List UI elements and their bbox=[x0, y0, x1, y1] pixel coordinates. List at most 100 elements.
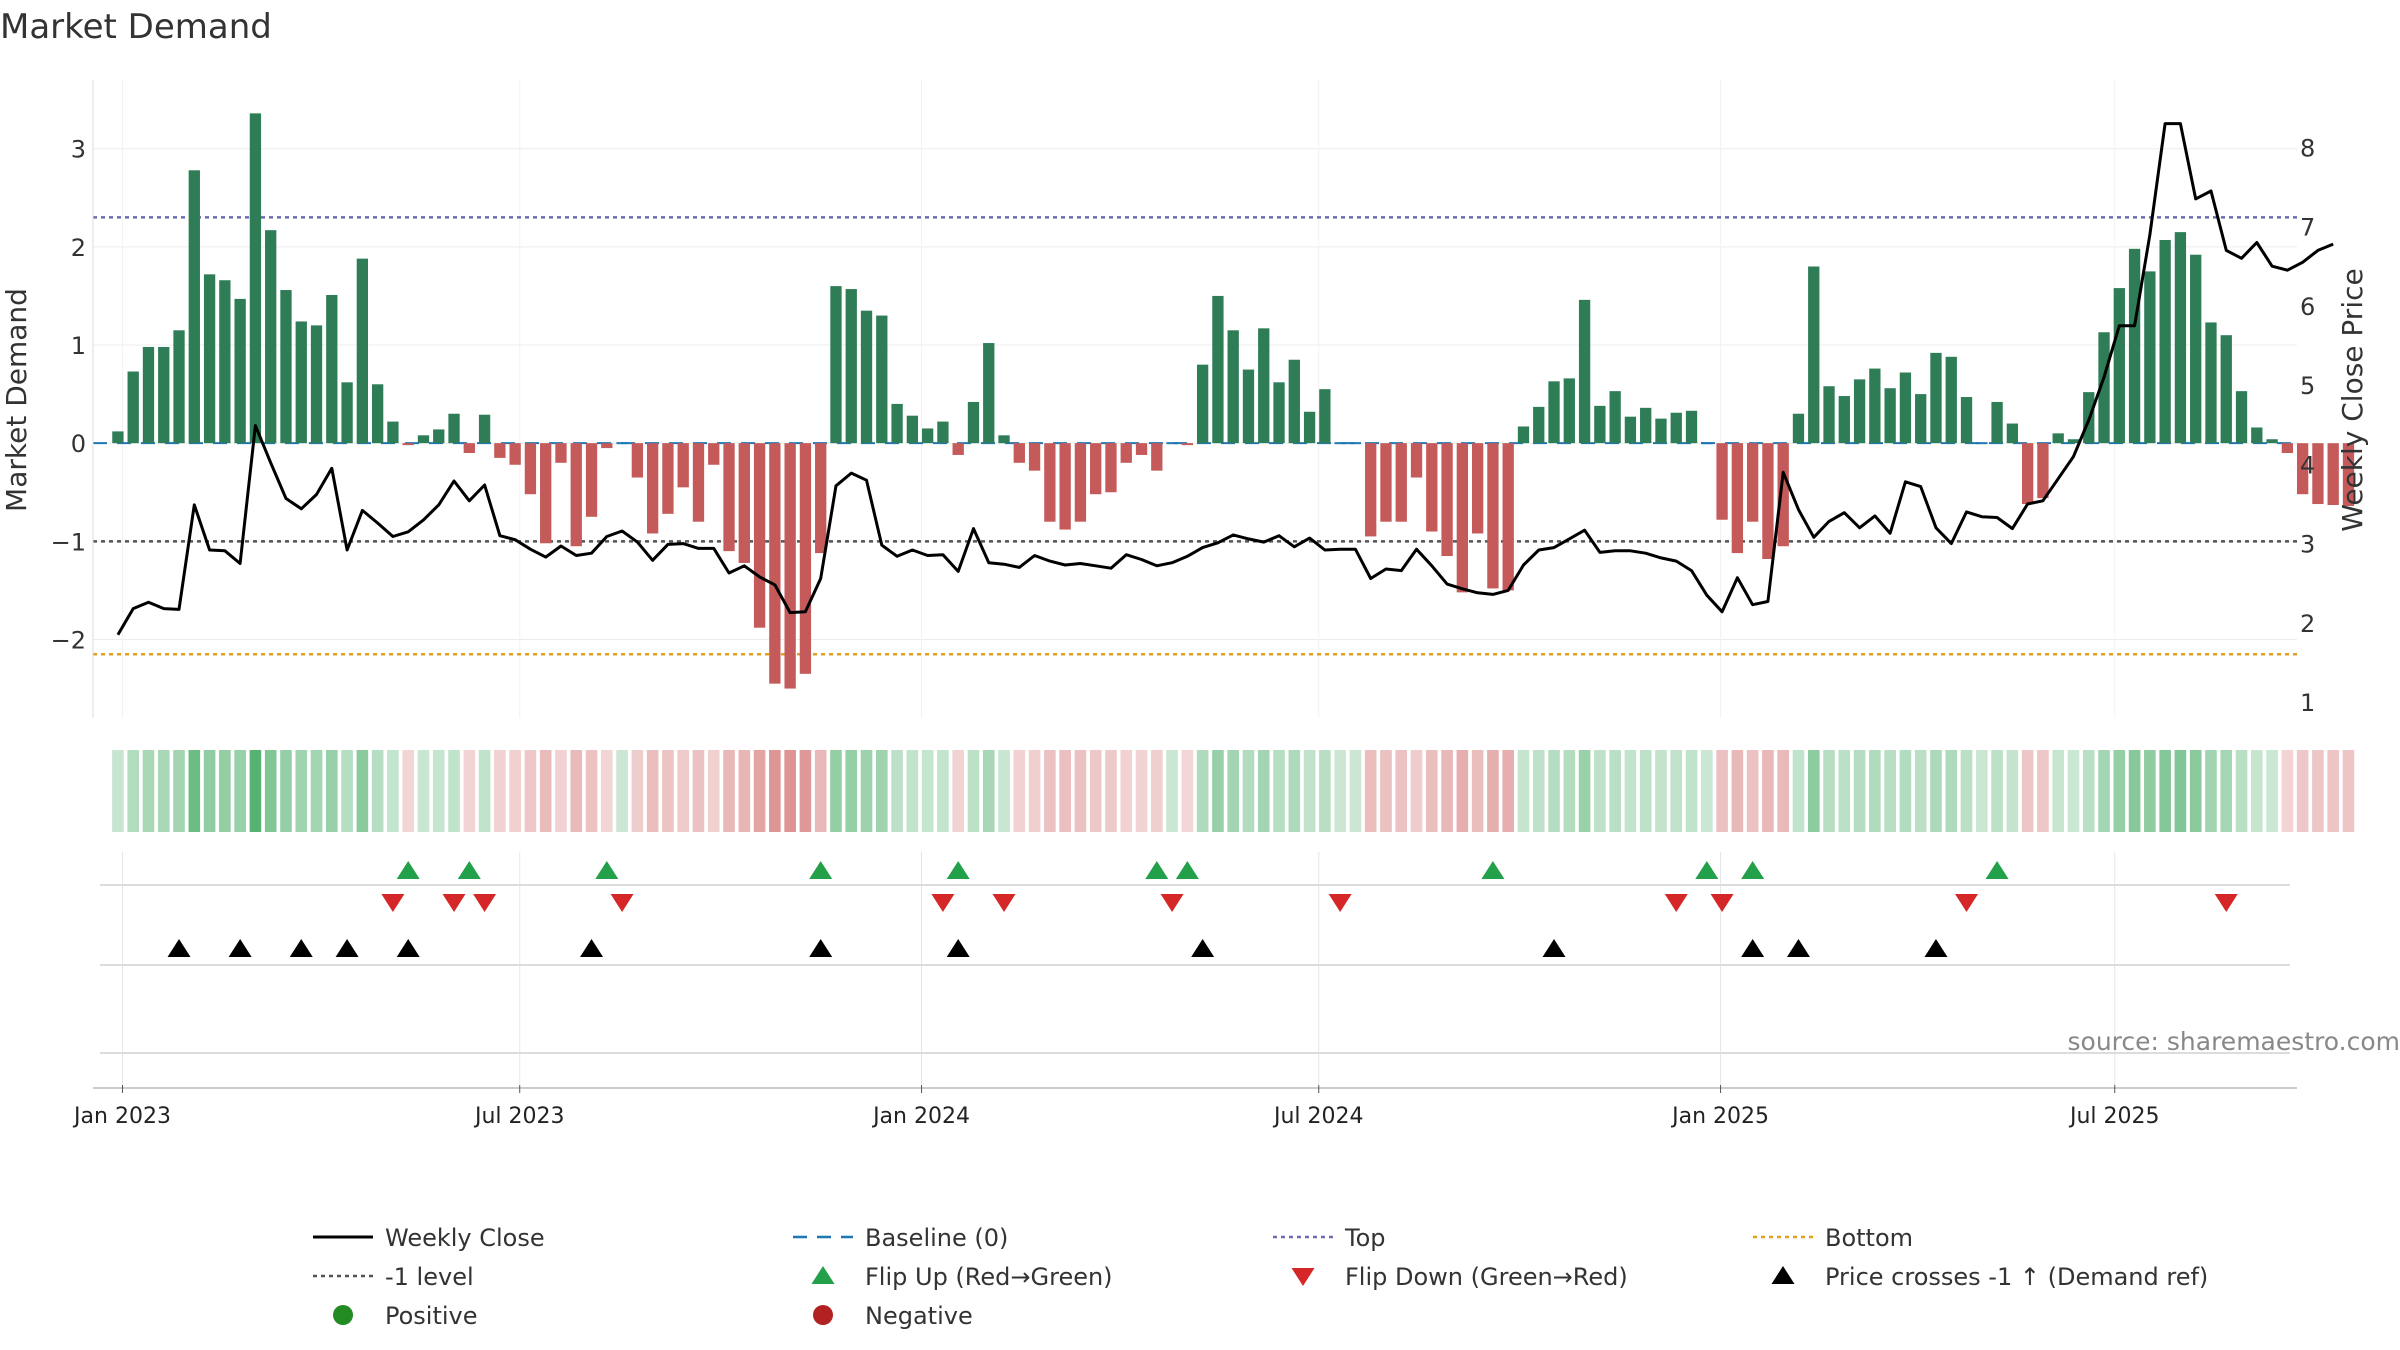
heat-strip-cell bbox=[876, 750, 888, 832]
demand-bar-positive bbox=[203, 274, 216, 444]
flip-down-marker bbox=[1328, 894, 1352, 912]
heat-strip-cell bbox=[1334, 750, 1346, 832]
demand-bar-positive bbox=[2067, 439, 2080, 444]
heat-strip-cell bbox=[1288, 750, 1301, 832]
demand-bar-positive bbox=[1196, 364, 1209, 444]
demand-bar-negative bbox=[540, 443, 552, 544]
demand-bar-positive bbox=[1640, 407, 1652, 444]
demand-bar-negative bbox=[1105, 443, 1117, 493]
heat-strip-cell bbox=[707, 750, 720, 832]
demand-bar-positive bbox=[2220, 335, 2232, 444]
demand-bar-negative bbox=[1151, 443, 1163, 471]
heat-strip-cell bbox=[157, 750, 170, 832]
heat-strip-cell bbox=[2174, 750, 2187, 832]
demand-bar-positive bbox=[1838, 396, 1850, 444]
heat-strip-cell bbox=[539, 750, 552, 832]
demand-bar-negative bbox=[1380, 443, 1392, 522]
y2-tick-label: 4 bbox=[2300, 451, 2315, 479]
demand-bar-negative bbox=[1731, 443, 1744, 554]
heat-strip-cell bbox=[310, 750, 323, 832]
chart-legend: Weekly Close Baseline (0) Top Bottom -1 leve… bbox=[313, 1224, 2208, 1330]
heat-strip-cell bbox=[1578, 750, 1591, 832]
heat-strip-cell bbox=[921, 750, 934, 832]
legend-swatch-circle bbox=[813, 1305, 833, 1325]
y-tick-label: 1 bbox=[71, 332, 86, 360]
heat-strip-cell bbox=[448, 750, 460, 832]
demand-bar-positive bbox=[448, 413, 460, 444]
price-cross-marker bbox=[1786, 939, 1810, 957]
heat-strip-cell bbox=[432, 750, 445, 832]
heat-strip-cell bbox=[2113, 750, 2126, 832]
heat-strip-cell bbox=[1884, 750, 1896, 832]
demand-bar-negative bbox=[570, 443, 582, 547]
demand-bar-negative bbox=[2021, 443, 2034, 505]
price-cross-marker bbox=[1741, 939, 1765, 957]
flip-down-marker bbox=[992, 894, 1016, 912]
demand-bar-positive bbox=[2128, 248, 2141, 444]
heat-strip-cell bbox=[1853, 750, 1866, 832]
heat-strip-cell bbox=[1548, 750, 1560, 832]
price-cross-marker bbox=[335, 939, 359, 957]
demand-bar-positive bbox=[1960, 397, 1973, 444]
y2-tick-label: 1 bbox=[2300, 689, 2315, 717]
demand-bar-negative bbox=[524, 443, 537, 495]
heat-strip-cell bbox=[1120, 750, 1133, 832]
heat-strip-cell bbox=[769, 750, 781, 832]
flip-up-markers bbox=[396, 861, 2009, 879]
demand-bar-negative bbox=[1716, 443, 1728, 520]
heat-strip-cell bbox=[799, 750, 812, 832]
demand-bar-negative bbox=[1059, 443, 1071, 530]
heat-strip-cell bbox=[1105, 750, 1117, 832]
flip-up-marker bbox=[1741, 861, 1765, 879]
demand-bar-negative bbox=[1456, 443, 1469, 593]
heat-strip-cell bbox=[417, 750, 430, 832]
heat-strip-cell bbox=[1089, 750, 1102, 832]
heat-strip-cell bbox=[1701, 750, 1713, 832]
demand-bar-positive bbox=[478, 414, 491, 444]
price-cross-markers bbox=[167, 939, 1948, 957]
y-tick-label: 2 bbox=[71, 234, 86, 262]
heat-strip-cell bbox=[2342, 750, 2355, 832]
weekly-close-series bbox=[116, 122, 2334, 636]
heat-strip-cell bbox=[753, 750, 766, 832]
heat-strip-cell bbox=[2189, 750, 2202, 832]
y2-axis-ticks: 1 2 3 4 5 6 7 8 bbox=[2300, 134, 2315, 717]
demand-bar-positive bbox=[1792, 413, 1805, 444]
demand-bar-negative bbox=[1777, 443, 1789, 547]
demand-bar-negative bbox=[1441, 443, 1453, 557]
heat-strip-cell bbox=[219, 750, 231, 832]
demand-bar-negative bbox=[1181, 443, 1194, 446]
demand-bar-positive bbox=[2098, 332, 2110, 444]
flip-down-marker bbox=[381, 894, 405, 912]
chart-title: Market Demand bbox=[0, 7, 272, 47]
demand-bar-negative bbox=[1502, 443, 1514, 591]
heat-strip-cell bbox=[1869, 750, 1881, 832]
heat-strip-cell bbox=[982, 750, 995, 832]
demand-bar-positive bbox=[983, 343, 995, 444]
x-tick-label: Jan 2024 bbox=[871, 1104, 970, 1129]
demand-bar-positive bbox=[295, 321, 307, 444]
heat-strip-cell bbox=[371, 750, 384, 832]
heat-strip-cell bbox=[2021, 750, 2034, 832]
heat-strip-cell bbox=[1639, 750, 1652, 832]
heat-strip-cell bbox=[1044, 750, 1056, 832]
heat-strip-cell bbox=[1670, 750, 1683, 832]
heat-strip-cell bbox=[967, 750, 980, 832]
heat-strip-cell bbox=[1059, 750, 1071, 832]
heat-strip-cell bbox=[2067, 750, 2080, 832]
demand-bar-negative bbox=[2037, 443, 2049, 499]
heat-strip-cell bbox=[1899, 750, 1912, 832]
heat-strip-cell bbox=[2144, 750, 2156, 832]
heat-strip-cell bbox=[952, 750, 964, 832]
demand-heat-strip bbox=[112, 750, 2355, 832]
heat-strip-cell bbox=[1303, 750, 1316, 832]
demand-bar-positive bbox=[219, 280, 231, 444]
x-tick-label: Jul 2024 bbox=[1272, 1104, 1364, 1129]
demand-bar-positive bbox=[341, 382, 353, 444]
heat-strip-cell bbox=[1624, 750, 1637, 832]
demand-bar-positive bbox=[891, 403, 903, 444]
legend-label: Positive bbox=[385, 1302, 478, 1330]
heat-strip-cell bbox=[570, 750, 583, 832]
demand-bar-positive bbox=[830, 286, 842, 444]
reference-lines bbox=[93, 216, 2297, 656]
